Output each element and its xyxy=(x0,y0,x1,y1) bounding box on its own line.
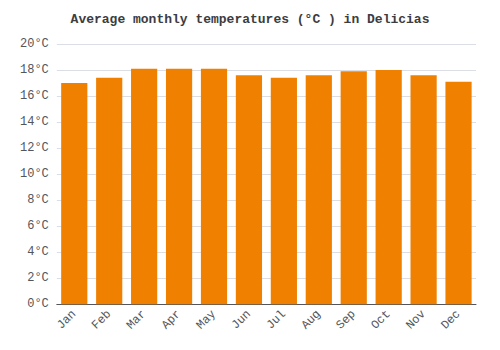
svg-text:Apr: Apr xyxy=(159,307,184,332)
svg-text:Dec: Dec xyxy=(438,307,463,332)
svg-text:Average monthly temperatures (: Average monthly temperatures (°C ) in De… xyxy=(71,12,430,27)
svg-text:Jul: Jul xyxy=(264,307,289,332)
svg-text:May: May xyxy=(194,307,219,332)
svg-text:Aug: Aug xyxy=(299,307,324,332)
svg-text:Jun: Jun xyxy=(229,307,254,332)
svg-text:16°C: 16°C xyxy=(20,89,49,103)
svg-text:Feb: Feb xyxy=(89,307,114,332)
svg-text:Mar: Mar xyxy=(124,307,149,332)
svg-text:Jan: Jan xyxy=(54,307,79,332)
svg-text:12°C: 12°C xyxy=(20,141,49,155)
svg-text:6°C: 6°C xyxy=(27,219,49,233)
svg-text:8°C: 8°C xyxy=(27,193,49,207)
svg-text:2°C: 2°C xyxy=(27,271,49,285)
svg-text:10°C: 10°C xyxy=(20,167,49,181)
svg-text:14°C: 14°C xyxy=(20,115,49,129)
svg-text:20°C: 20°C xyxy=(20,37,49,51)
svg-text:Nov: Nov xyxy=(403,307,428,332)
svg-text:4°C: 4°C xyxy=(27,245,49,259)
svg-text:0°C: 0°C xyxy=(27,297,49,311)
svg-text:Oct: Oct xyxy=(368,307,393,332)
svg-text:Sep: Sep xyxy=(334,307,359,332)
svg-text:18°C: 18°C xyxy=(20,63,49,77)
